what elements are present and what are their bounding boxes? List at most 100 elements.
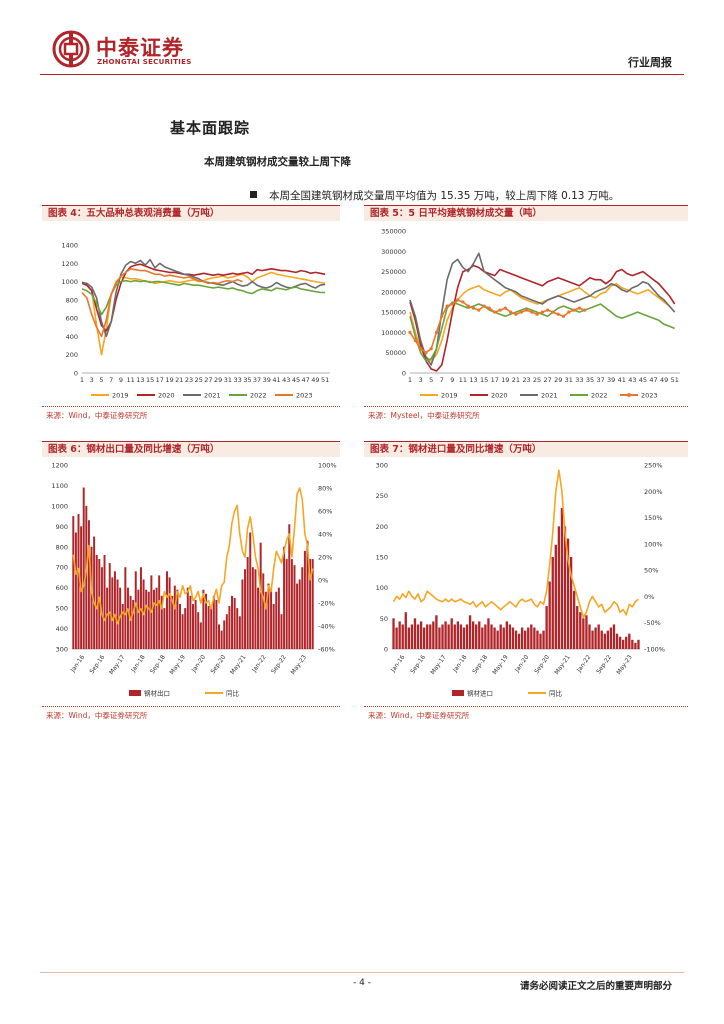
data-point-2023 [440, 314, 444, 318]
bar [524, 630, 527, 649]
x-tick-label: 9 [119, 376, 123, 384]
figure-6-source: 来源：Wind，中泰证券研究所 [46, 711, 148, 720]
x-tick-label: 5 [429, 376, 433, 384]
data-point-2023 [572, 308, 576, 312]
data-point-2023 [429, 347, 433, 351]
data-point-2023 [540, 310, 544, 314]
bar [542, 630, 545, 649]
figure-4-divider [42, 406, 340, 407]
x-tick-label: 15 [146, 376, 154, 384]
footer-disclaimer: 请务必阅读正文之后的重要声明部分 [519, 981, 672, 992]
x-tick-label: 35 [243, 376, 251, 384]
bar [93, 536, 96, 649]
bar [134, 571, 137, 649]
x-tick-label: May-21 [229, 654, 248, 676]
data-point-2023 [466, 304, 470, 308]
bar [634, 642, 637, 649]
bar [490, 624, 493, 649]
bar [272, 604, 275, 649]
bullet-text: 本周全国建筑钢材成交量周平均值为 15.35 万吨，较上周下降 0.13 万吨。 [269, 190, 620, 202]
x-tick-label: 43 [282, 376, 290, 384]
bar [259, 542, 262, 649]
bar [631, 639, 634, 649]
bar [475, 624, 478, 649]
bar [132, 599, 135, 649]
y2-tick-label: 50% [644, 567, 658, 575]
bar [82, 487, 85, 649]
bar [419, 621, 423, 649]
y-tick-label: 1000 [51, 502, 68, 510]
bar [215, 599, 218, 649]
bar [514, 630, 518, 649]
data-point-2023 [546, 308, 550, 312]
bar [551, 557, 554, 649]
bar [530, 624, 533, 649]
company-name-en: ZHONGTAI SECURITIES [97, 58, 192, 66]
bar [238, 616, 241, 649]
x-tick-label: Jan-22 [250, 654, 267, 675]
bar [407, 627, 411, 649]
bar [628, 633, 631, 649]
x-tick-label: 35 [586, 376, 594, 384]
y-tick-label: 400 [56, 625, 68, 633]
x-tick-label: 31 [224, 376, 232, 384]
bar [85, 505, 88, 649]
data-point-2023 [530, 310, 534, 314]
data-point-2023 [456, 298, 460, 302]
y-tick-label: 200 [376, 523, 388, 531]
y2-tick-label: 250% [644, 462, 663, 470]
y-tick-label: 50 [380, 615, 388, 623]
bar [426, 624, 429, 649]
data-point-2023 [434, 330, 439, 334]
data-point-2023 [535, 312, 539, 316]
y-tick-label: 200000 [381, 288, 406, 296]
legend-label-line: 同比 [226, 689, 240, 698]
x-tick-label: Sep-16 [409, 654, 427, 675]
bar [395, 627, 398, 649]
bar [301, 567, 304, 649]
x-tick-label: 3 [90, 376, 94, 384]
bar [129, 595, 132, 649]
bar [165, 571, 168, 649]
bar [210, 608, 213, 649]
y2-tick-label: 150% [644, 514, 663, 522]
figure-4-title: 图表 4：五大品种总表观消费量（万吨） [42, 205, 340, 221]
y-tick-label: 0 [402, 370, 406, 378]
zhongtai-logo-icon [52, 30, 90, 68]
section-subtitle: 本周建筑钢材成交量较上周下降 [204, 156, 351, 168]
y2-tick-label: 60% [318, 508, 332, 516]
y-tick-label: 800 [56, 543, 68, 551]
bar [622, 639, 625, 649]
bar [511, 627, 515, 649]
bar [254, 569, 257, 649]
x-tick-label: 37 [596, 376, 604, 384]
legend-label-line: 同比 [549, 689, 563, 698]
series-line-2022 [81, 279, 326, 316]
bar [233, 597, 236, 649]
bar [87, 520, 90, 649]
data-point-2023 [419, 347, 423, 351]
bar [152, 589, 155, 649]
bar [471, 621, 475, 649]
bar [113, 571, 116, 649]
bar [392, 618, 395, 649]
x-tick-label: 17 [156, 376, 164, 384]
bar [404, 612, 407, 649]
yoy-line [392, 469, 640, 619]
bar [275, 591, 278, 649]
x-tick-label: 49 [660, 376, 668, 384]
x-tick-label: 43 [628, 376, 636, 384]
bar [179, 604, 181, 649]
data-point-2023 [482, 304, 486, 308]
data-point-2023 [424, 351, 428, 355]
bar [582, 618, 585, 649]
bar [77, 514, 80, 649]
y-tick-label: 150 [376, 554, 388, 562]
bar [533, 627, 536, 649]
bar [410, 624, 414, 649]
y-tick-label: 250 [376, 492, 388, 500]
bar [557, 526, 561, 649]
bar [225, 614, 228, 649]
x-tick-label: 7 [109, 376, 113, 384]
legend-label-2020: 2020 [158, 392, 175, 400]
